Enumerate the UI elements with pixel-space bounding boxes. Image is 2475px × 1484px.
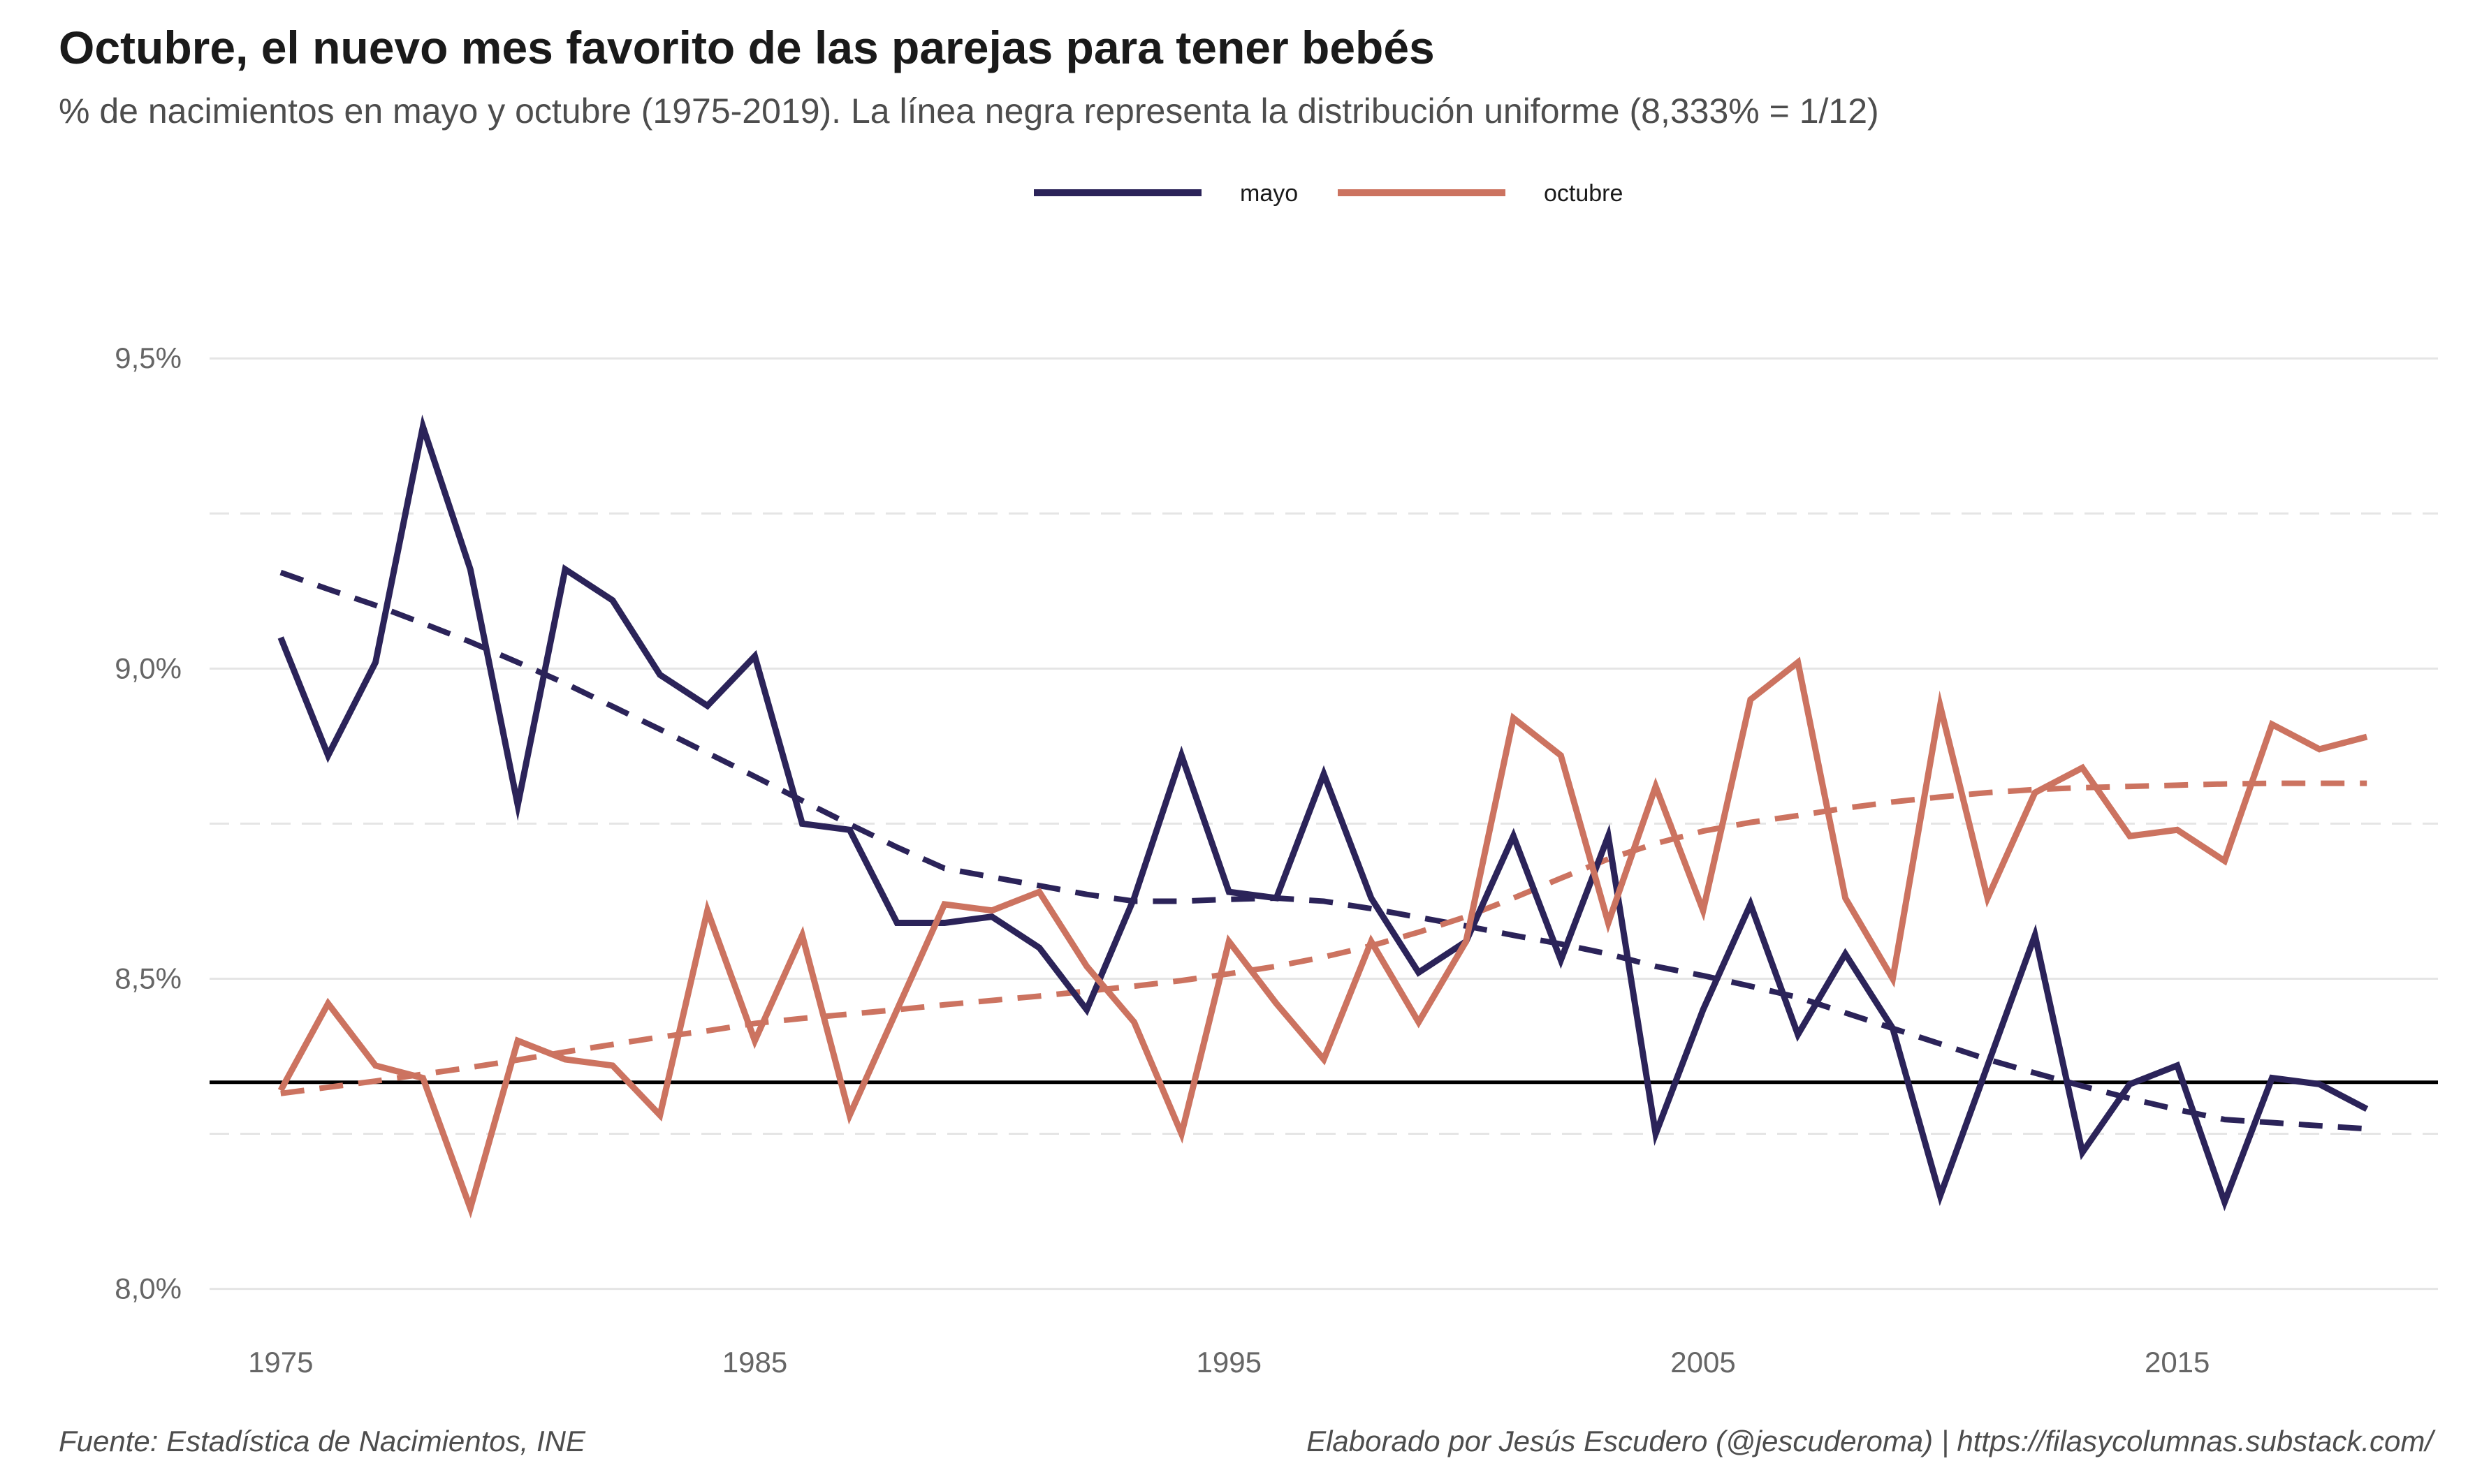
x-tick-label: 2015 bbox=[2145, 1346, 2210, 1379]
trend-line-mayo bbox=[279, 569, 2367, 1132]
series-line-mayo bbox=[277, 414, 2369, 1212]
x-tick-label: 1995 bbox=[1197, 1346, 1262, 1379]
axis-labels: 8,0% 8,5% 9,0% 9,5% 1975 1985 1995 2005 2015 bbox=[115, 341, 2210, 1379]
y-tick-label: 9,5% bbox=[115, 341, 182, 374]
series-lines bbox=[277, 414, 2369, 1219]
author-caption: Elaborado por Jesús Escudero (@jescudero… bbox=[1306, 1425, 2433, 1457]
legend-label-octubre: octubre bbox=[1544, 180, 1623, 207]
x-tick-label: 2005 bbox=[1670, 1346, 1735, 1379]
grid bbox=[210, 357, 2438, 1291]
y-tick-label: 8,0% bbox=[115, 1272, 182, 1305]
chart-subtitle: % de nacimientos en mayo y octubre (1975… bbox=[59, 91, 1879, 131]
series-line-octubre bbox=[277, 656, 2368, 1219]
legend: mayo octubre bbox=[1034, 180, 1623, 207]
trend-line-octubre bbox=[280, 780, 2367, 1096]
legend-label-mayo: mayo bbox=[1240, 180, 1298, 207]
y-tick-label: 8,5% bbox=[115, 962, 182, 994]
x-tick-label: 1975 bbox=[248, 1346, 313, 1379]
chart-title: Octubre, el nuevo mes favorito de las pa… bbox=[59, 22, 1435, 73]
trend-lines bbox=[279, 569, 2367, 1132]
y-tick-label: 9,0% bbox=[115, 652, 182, 684]
source-caption: Fuente: Estadística de Nacimientos, INE bbox=[59, 1425, 586, 1457]
x-tick-label: 1985 bbox=[722, 1346, 787, 1379]
